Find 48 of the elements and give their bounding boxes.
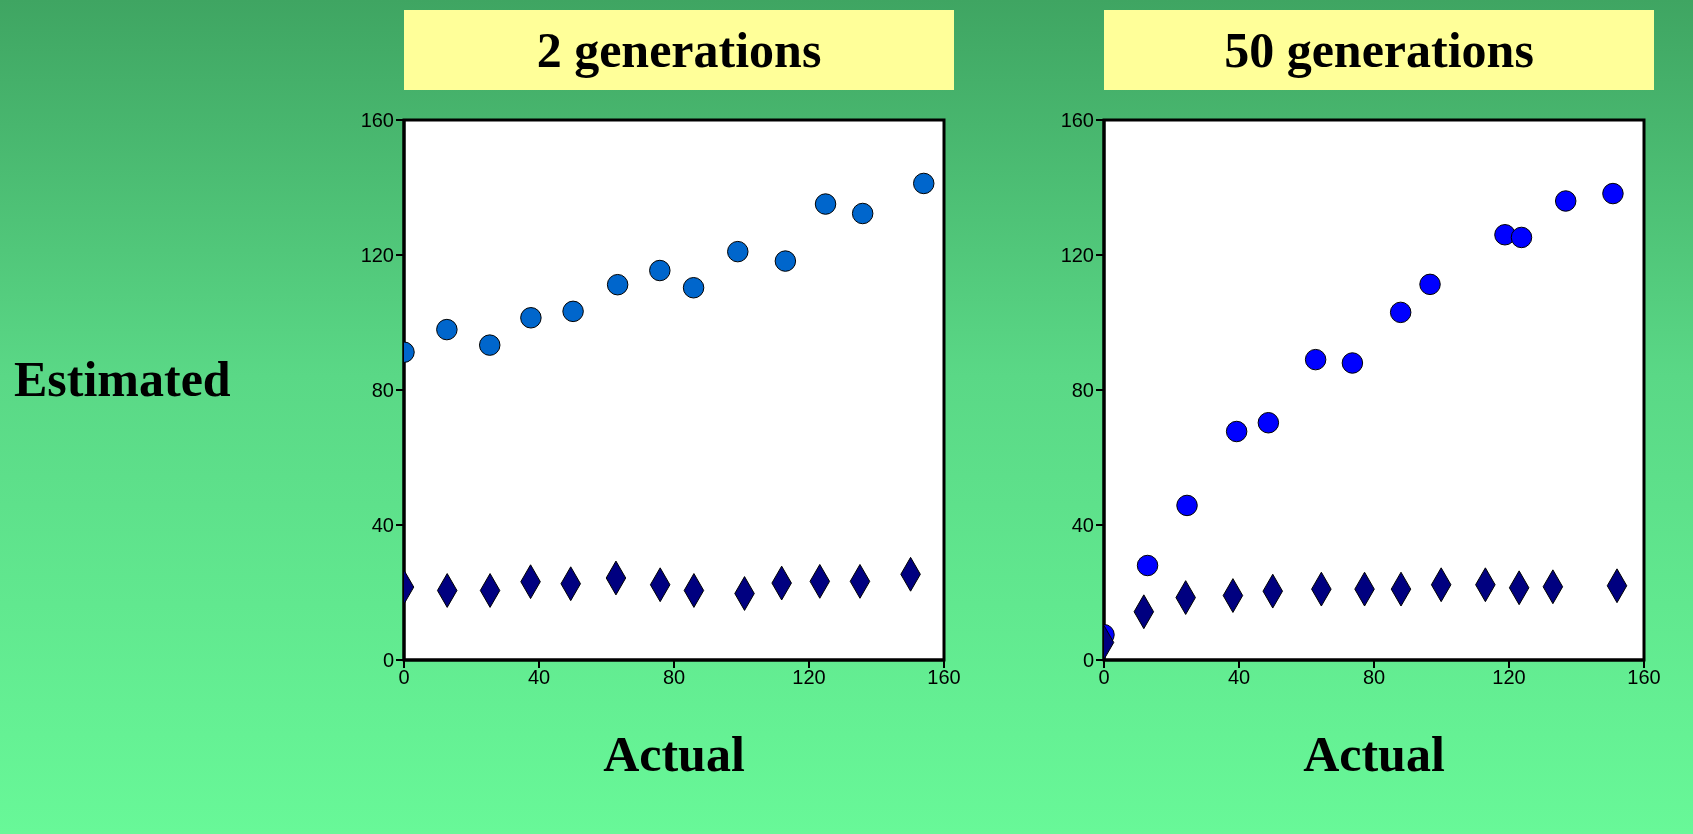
y-tick-label: 120 bbox=[1060, 244, 1094, 267]
point bbox=[1225, 420, 1248, 443]
point bbox=[1602, 182, 1624, 205]
point bbox=[1341, 352, 1364, 374]
point bbox=[606, 273, 629, 296]
y-tick-label: 160 bbox=[1060, 109, 1094, 132]
point bbox=[649, 259, 671, 282]
x-tick-label: 0 bbox=[1098, 666, 1110, 689]
point bbox=[478, 334, 501, 356]
point bbox=[1554, 190, 1577, 212]
point bbox=[562, 300, 584, 323]
x-axis-title: Actual bbox=[602, 725, 746, 783]
x-tick-label: 120 bbox=[1492, 666, 1526, 689]
chart-title: 2 generations bbox=[404, 10, 954, 90]
x-tick-label: 80 bbox=[1362, 666, 1386, 689]
x-tick-label: 40 bbox=[1227, 666, 1251, 689]
point bbox=[1257, 412, 1280, 434]
point bbox=[774, 250, 797, 272]
point bbox=[851, 202, 874, 225]
x-tick-label: 0 bbox=[398, 666, 410, 689]
x-tick-label: 80 bbox=[662, 666, 686, 689]
point bbox=[1136, 554, 1159, 577]
point bbox=[814, 193, 837, 215]
point bbox=[1419, 273, 1441, 296]
point bbox=[1176, 494, 1198, 517]
y-tick-label: 80 bbox=[1071, 379, 1094, 402]
point bbox=[1389, 301, 1412, 324]
x-tick-label: 120 bbox=[792, 666, 826, 689]
point bbox=[520, 307, 542, 329]
x-tick-label: 160 bbox=[1627, 666, 1661, 689]
chart-title: 50 generations bbox=[1104, 10, 1654, 90]
point bbox=[1510, 226, 1533, 249]
point bbox=[682, 277, 705, 299]
y-tick-label: 40 bbox=[371, 514, 394, 537]
y-tick-label: 0 bbox=[1082, 649, 1094, 672]
y-axis-title: Estimated bbox=[14, 350, 232, 408]
x-tick-label: 40 bbox=[527, 666, 551, 689]
y-tick-label: 40 bbox=[1071, 514, 1094, 537]
point bbox=[727, 240, 749, 263]
y-tick-label: 160 bbox=[360, 109, 394, 132]
y-tick-label: 80 bbox=[371, 379, 394, 402]
point bbox=[1304, 348, 1327, 371]
x-tick-label: 160 bbox=[927, 666, 961, 689]
y-tick-label: 120 bbox=[360, 244, 394, 267]
y-tick-label: 0 bbox=[382, 649, 394, 672]
x-axis-title: Actual bbox=[1302, 725, 1446, 783]
point bbox=[436, 318, 458, 341]
point bbox=[913, 172, 935, 195]
